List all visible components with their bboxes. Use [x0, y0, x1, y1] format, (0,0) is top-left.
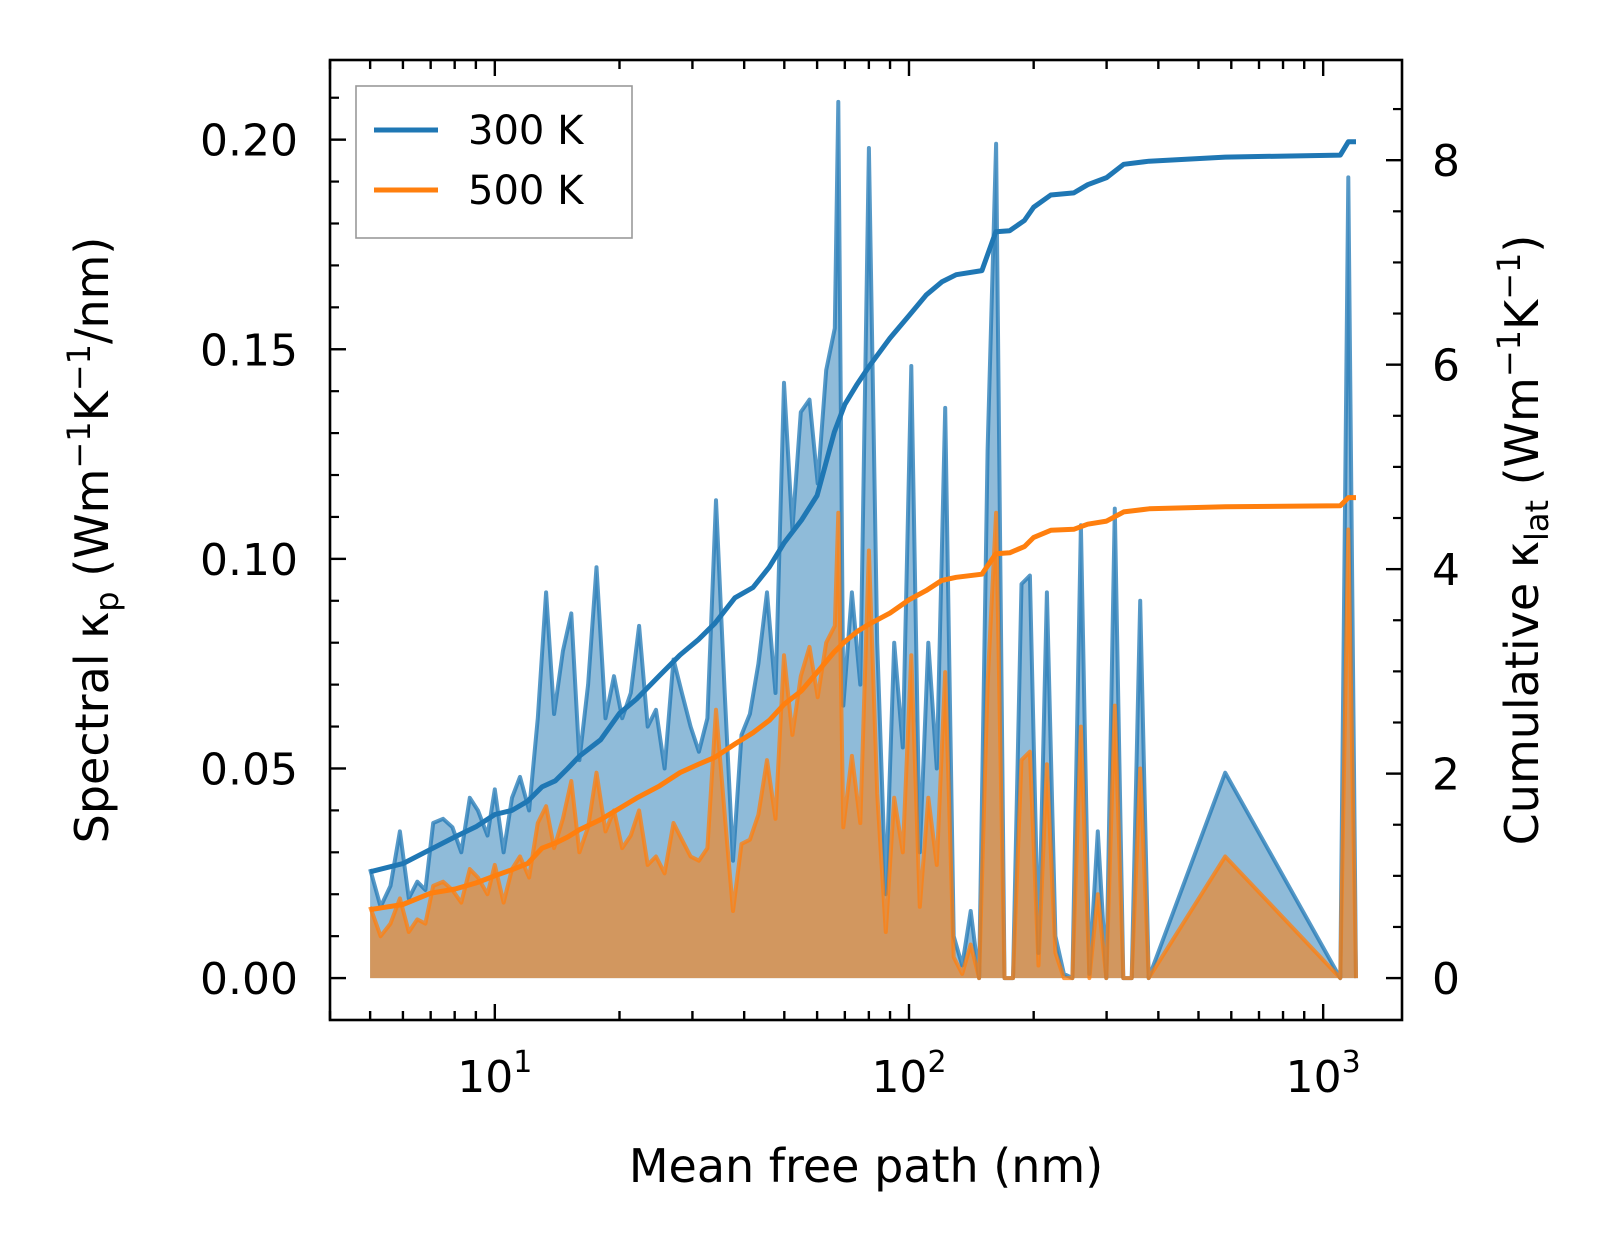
y2-tick-label: 0: [1432, 954, 1460, 1005]
y-tick-label: 0.15: [200, 325, 298, 376]
x-axis-ticks: 101 102 103: [328, 60, 1361, 1103]
y-axis-title-exp2: −1: [60, 344, 98, 391]
legend-label-300k: 300 K: [468, 108, 585, 154]
cumulative-line-500k: [369, 495, 1356, 913]
y2-axis-title-units-close: ): [1495, 235, 1549, 253]
y-axis-title-exp1: −1: [60, 421, 98, 468]
y2-tick-label: 2: [1432, 750, 1460, 801]
y-axis-title-units-mid: K: [65, 389, 119, 421]
y-axis-title-units-close: /nm): [65, 237, 119, 344]
y-axis-title-main: Spectral κ: [65, 612, 119, 844]
y2-axis-title-units-mid: K: [1495, 298, 1549, 330]
x-axis-title: Mean free path (nm): [629, 1139, 1103, 1193]
y2-axis-title-exp1: −1: [1490, 330, 1528, 377]
cumulative-lines: [369, 139, 1356, 913]
y2-axis-ticks: 0 2 4 6 8: [1386, 107, 1460, 1005]
x-tick-label: 103: [1286, 1045, 1361, 1103]
spectral-line-300k: [368, 99, 1358, 981]
y2-tick-label: 4: [1432, 545, 1460, 596]
legend-label-500k: 500 K: [468, 168, 585, 214]
y2-axis-title-sub: lat: [1518, 500, 1556, 541]
cumulative-line-300k: [369, 139, 1356, 875]
y-tick-label: 0.10: [200, 535, 298, 586]
y-axis-title-units-open: (Wm: [65, 469, 119, 592]
y2-axis-title-units-open: (Wm: [1495, 377, 1549, 500]
y2-tick-label: 6: [1432, 341, 1460, 392]
legend: 300 K 500 K: [355, 85, 633, 239]
y-axis-title-sub: p: [88, 591, 126, 611]
legend-box: [355, 85, 633, 239]
x-tick-label: 102: [871, 1045, 946, 1103]
y-axis-ticks: 0.00 0.05 0.10 0.15 0.20: [200, 96, 346, 1005]
y2-axis-title-exp2: −1: [1490, 253, 1528, 300]
y2-axis-title: Cumulative κlat (Wm−1K−1): [1490, 235, 1556, 846]
y-tick-label: 0.20: [200, 116, 298, 167]
axes-frame: [328, 58, 1404, 1022]
y2-tick-label: 8: [1432, 136, 1460, 187]
x-tick-label: 101: [457, 1045, 532, 1103]
plot-area: [368, 99, 1358, 981]
y-tick-label: 0.05: [200, 744, 298, 795]
y2-axis-title-main: Cumulative κ: [1495, 541, 1549, 845]
y-axis-title: Spectral κp (Wm−1K−1/nm): [60, 237, 126, 844]
y-tick-label: 0.00: [200, 954, 298, 1005]
